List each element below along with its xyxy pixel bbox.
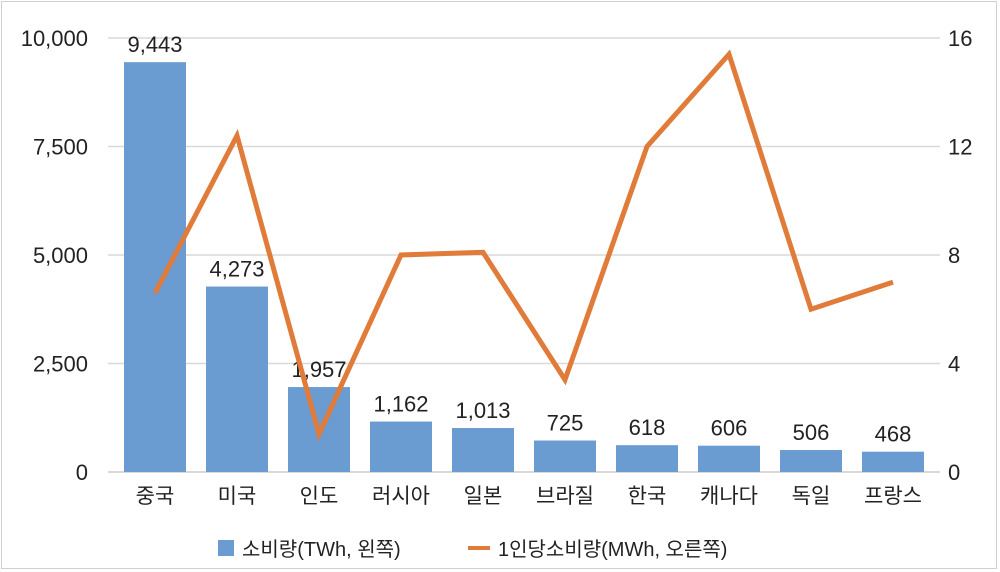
- right-tick-label: 0: [948, 460, 960, 485]
- bar-data-label: 4,273: [209, 257, 264, 282]
- left-tick-label: 0: [76, 460, 88, 485]
- right-tick-label: 8: [948, 243, 960, 268]
- left-tick-label: 2,500: [33, 352, 88, 377]
- bar: [370, 421, 432, 472]
- left-tick-label: 7,500: [33, 135, 88, 160]
- bar-data-label: 1,162: [373, 392, 428, 417]
- category-label: 한국: [628, 485, 667, 508]
- right-tick-label: 4: [948, 352, 960, 377]
- category-label: 캐나다: [700, 485, 758, 508]
- line-series: [152, 49, 894, 442]
- bar: [206, 286, 268, 472]
- bar-data-label: 9,443: [127, 32, 182, 57]
- left-tick-label: 10,000: [21, 26, 88, 51]
- legend-line-label: 1인당소비량(MWh, 오른쪽): [498, 538, 727, 561]
- bar: [534, 440, 596, 472]
- bar: [452, 428, 514, 472]
- bar: [862, 451, 924, 472]
- legend-bar-swatch: [218, 540, 234, 556]
- category-label: 프랑스: [864, 485, 922, 508]
- left-tick-label: 5,000: [33, 243, 88, 268]
- category-label: 독일: [792, 485, 831, 508]
- category-label: 일본: [464, 485, 503, 508]
- category-label: 인도: [300, 485, 339, 508]
- bar: [124, 62, 186, 473]
- bar: [616, 445, 678, 472]
- bar-data-label: 1,013: [455, 398, 510, 423]
- bar-data-label: 606: [711, 416, 748, 441]
- category-label: 러시아: [372, 485, 430, 508]
- bar: [780, 450, 842, 472]
- right-tick-label: 16: [948, 26, 972, 51]
- bar-data-label: 506: [793, 420, 830, 445]
- category-label: 중국: [136, 485, 175, 508]
- bar-data-label: 468: [875, 422, 912, 447]
- legend-bar-label: 소비량(TWh, 왼쪽): [242, 538, 401, 561]
- bar-data-label: 725: [547, 411, 584, 436]
- category-label: 미국: [218, 485, 257, 508]
- bar: [698, 445, 760, 472]
- category-label: 브라질: [536, 485, 594, 508]
- bar-data-label: 618: [629, 415, 666, 440]
- right-tick-label: 12: [948, 135, 972, 160]
